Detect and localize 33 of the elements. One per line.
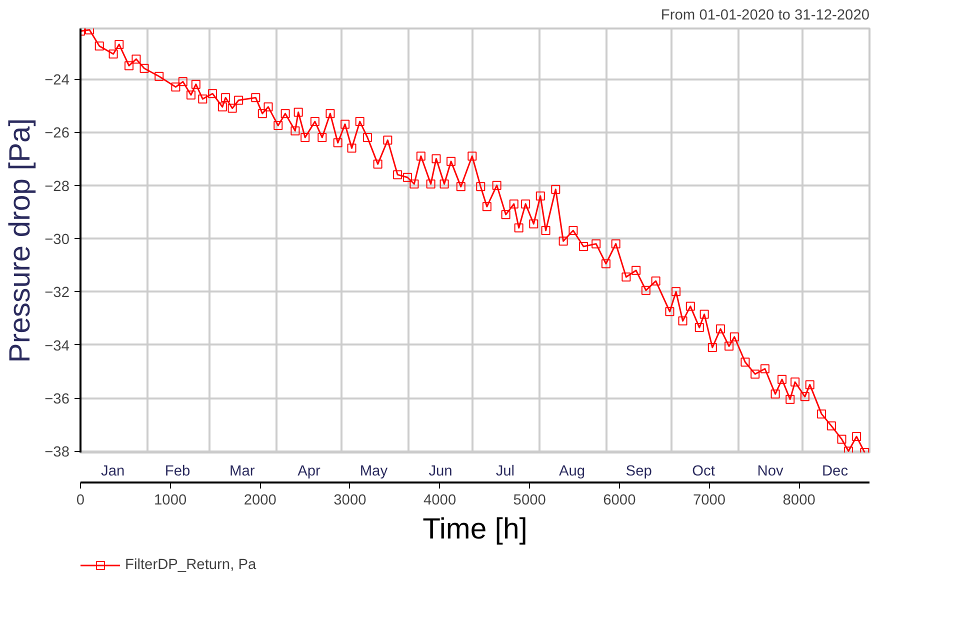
y-tick-label: −38 (44, 444, 70, 461)
x2-tick-label: Jan (101, 464, 125, 480)
x2-tick-label: Feb (164, 464, 190, 480)
y-axis-title: Pressure drop [Pa] (4, 118, 37, 363)
x2-tick-label: May (360, 464, 388, 480)
x-tick-label: 3000 (334, 492, 366, 508)
y-tick-label: −28 (44, 178, 70, 195)
legend-label: FilterDP_Return, Pa (125, 557, 256, 573)
x2-tick-label: Oct (692, 464, 715, 480)
y-tick-label: −24 (44, 72, 70, 89)
x2-tick-label: Dec (822, 464, 848, 480)
x2-tick-label: Mar (230, 464, 255, 480)
x-tick-label: 2000 (244, 492, 276, 508)
x2-tick-label: Aug (558, 464, 586, 480)
chart-title: From 01-01-2020 to 31-12-2020 (660, 8, 870, 24)
x-tick-label: 4000 (423, 492, 456, 508)
x2-tick-label: Jul (496, 464, 515, 480)
y-tick-label: −34 (44, 338, 70, 354)
x-tick-label: 0 (76, 492, 85, 508)
x2-tick-label: Nov (757, 464, 784, 480)
x2-tick-label: Sep (626, 464, 652, 480)
x-tick-label: 1000 (154, 492, 187, 508)
x-tick-label: 5000 (513, 492, 546, 508)
y-tick-label: −32 (44, 285, 70, 302)
x2-tick-label: Apr (298, 464, 321, 480)
y-tick-label: −36 (44, 392, 70, 408)
y-tick-label: −26 (44, 126, 70, 142)
x-tick-label: 8000 (782, 492, 816, 508)
x-tick-label: 7000 (692, 492, 726, 508)
y-tick-label: −30 (44, 232, 70, 248)
x2-tick-label: Jun (428, 464, 452, 480)
x-axis-title: Time [h] (422, 512, 528, 546)
x-tick-label: 6000 (603, 492, 636, 508)
